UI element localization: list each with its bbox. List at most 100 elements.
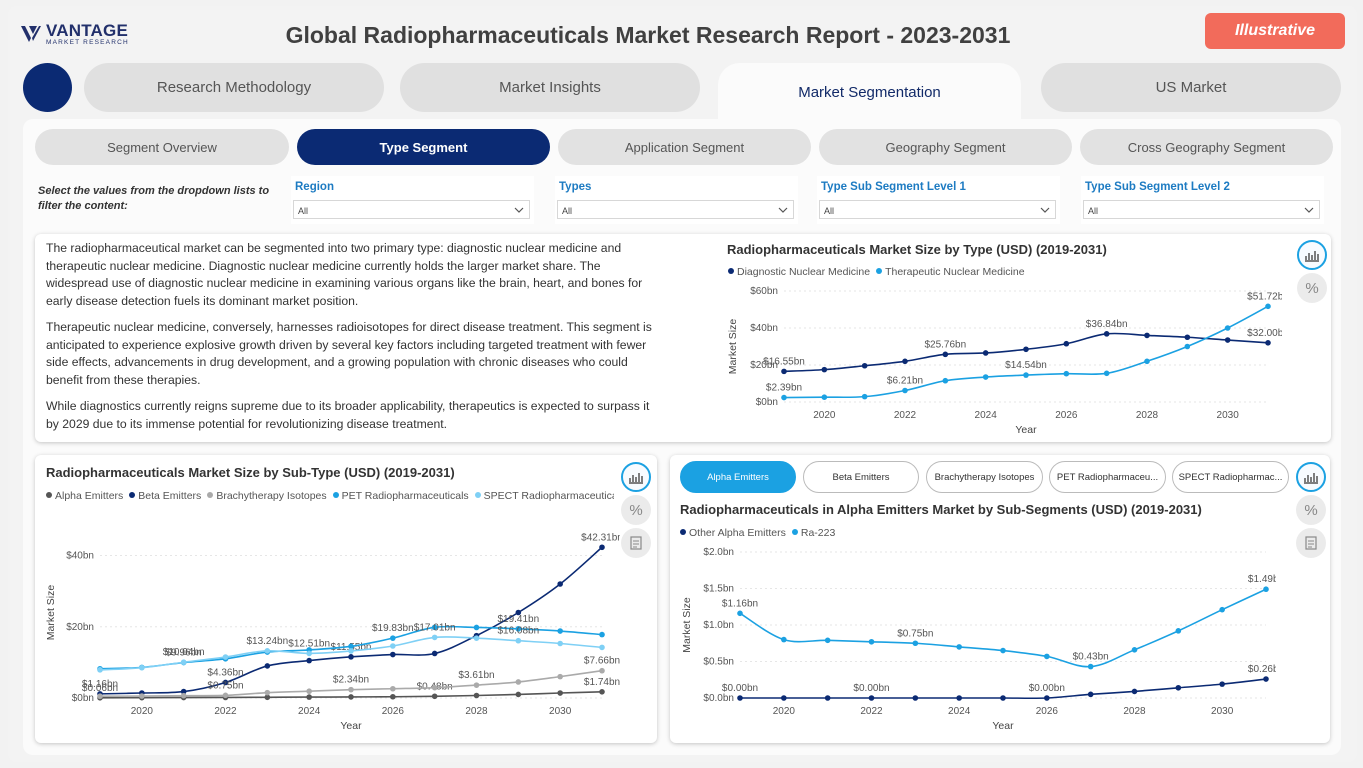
x-tick-label: 2020 — [813, 410, 836, 421]
data-label: $0.43bn — [1073, 652, 1109, 663]
data-point — [264, 648, 271, 654]
data-label: $13.24bn — [246, 636, 288, 647]
tab-research-methodology[interactable]: Research Methodology — [84, 63, 384, 112]
logo-main-text: VANTAGE — [46, 21, 128, 40]
legend-item[interactable]: Other Alpha Emitters — [680, 527, 786, 539]
report-button[interactable] — [1296, 528, 1326, 558]
data-point — [557, 628, 563, 634]
data-label: $16.55bn — [763, 356, 805, 367]
data-point — [515, 626, 522, 632]
legend-item[interactable]: Beta Emitters — [129, 490, 201, 502]
type-sub-segment-level-2-filter: Type Sub Segment Level 2 All — [1081, 176, 1324, 224]
y-tick-label: $0bn — [756, 397, 778, 408]
data-label: $19.83bn — [372, 623, 414, 634]
legend-item[interactable]: Diagnostic Nuclear Medicine — [728, 266, 870, 278]
x-tick-label: 2024 — [948, 706, 971, 717]
data-label: $4.36bn — [207, 667, 243, 678]
data-point — [348, 654, 354, 660]
types-dropdown[interactable]: All — [557, 200, 794, 219]
home-button[interactable] — [23, 63, 72, 112]
data-point — [306, 688, 312, 695]
region-dropdown[interactable]: All — [293, 200, 530, 219]
pill-alpha-emitters[interactable]: Alpha Emitters — [680, 461, 796, 493]
pill-spect-radiopharmaceuticals[interactable]: SPECT Radiopharmac... — [1172, 461, 1289, 493]
x-tick-label: 2020 — [773, 706, 796, 717]
type-sub-segment-level-2-dropdown[interactable]: All — [1083, 200, 1320, 219]
legend-item[interactable]: PET Radiopharmaceuticals — [332, 490, 469, 502]
report-button[interactable] — [621, 528, 651, 558]
types-dropdown-value: All — [562, 206, 573, 216]
data-point — [956, 644, 962, 650]
data-point — [1103, 331, 1110, 337]
data-point — [1219, 606, 1225, 613]
pill-beta-emitters[interactable]: Beta Emitters — [803, 461, 919, 493]
page-title: Global Radiopharmaceuticals Market Resea… — [285, 22, 1011, 48]
pill-pet-radiopharmaceuticals[interactable]: PET Radiopharmaceu... — [1049, 461, 1166, 493]
series-line — [739, 588, 1267, 668]
data-label: $16.08bn — [497, 626, 539, 637]
legend-item[interactable]: Ra-223 — [791, 527, 836, 539]
subtab-cross-geography-segment[interactable]: Cross Geography Segment — [1080, 129, 1333, 165]
y-tick-label: $2.0bn — [703, 547, 734, 558]
legend-label: Ra-223 — [800, 527, 836, 539]
data-point — [982, 350, 989, 356]
data-point — [1087, 691, 1094, 698]
data-point — [557, 673, 563, 680]
subtab-segment-overview[interactable]: Segment Overview — [35, 129, 289, 165]
subtab-application-segment[interactable]: Application Segment — [558, 129, 811, 165]
line-chart-icon — [1305, 251, 1319, 262]
chart-view-button[interactable] — [621, 462, 651, 492]
x-tick-label: 2022 — [214, 706, 237, 717]
alpha-line-chart: $0.0bn $0.5bn $1.0bn $1.5bn $2.0bn 2020 2022 20… — [681, 547, 1276, 732]
y-axis-title: Market Size — [727, 319, 739, 375]
chart-view-button[interactable] — [1297, 240, 1327, 270]
data-point — [180, 692, 187, 699]
percent-button[interactable]: % — [1297, 273, 1327, 303]
data-label: $19.41bn — [497, 614, 539, 625]
type-sub-segment-level-1-dropdown[interactable]: All — [819, 200, 1056, 219]
alpha-chart-title: Radiopharmaceuticals in Alpha Emitters M… — [680, 502, 1202, 517]
percent-button[interactable]: % — [1296, 495, 1326, 525]
data-point — [1044, 695, 1050, 701]
data-point — [390, 651, 396, 658]
y-tick-label: $0bn — [72, 693, 94, 704]
legend-item[interactable]: SPECT Radiopharmaceuticals — [474, 490, 614, 502]
subtab-type-segment[interactable]: Type Segment — [297, 129, 550, 165]
data-point — [1263, 676, 1269, 682]
subtab-geography-segment[interactable]: Geography Segment — [819, 129, 1072, 165]
legend-item[interactable]: Alpha Emitters — [46, 490, 123, 502]
data-point — [431, 684, 438, 691]
data-point — [868, 695, 875, 701]
x-tick-label: 2028 — [1123, 706, 1146, 717]
chart-view-button[interactable] — [1296, 462, 1326, 492]
x-tick-label: 2026 — [1036, 706, 1059, 717]
legend-label: Beta Emitters — [138, 490, 202, 502]
description-paragraph: While diagnostics currently reigns supre… — [46, 399, 650, 431]
data-point — [348, 643, 354, 650]
type-sub-segment-level-2-value: All — [1088, 206, 1099, 216]
data-label: $7.66bn — [584, 656, 620, 667]
pill-brachytherapy-isotopes[interactable]: Brachytherapy Isotopes — [926, 461, 1043, 493]
data-point — [1063, 340, 1070, 347]
data-point — [942, 377, 949, 384]
data-point — [557, 690, 563, 696]
tab-market-segmentation[interactable]: Market Segmentation — [718, 63, 1021, 121]
filter-instructions: Select the values from the dropdown list… — [38, 185, 270, 212]
percent-button[interactable]: % — [621, 495, 651, 525]
data-label: $14.54bn — [1005, 360, 1047, 371]
data-label: $0.00bn — [1029, 683, 1065, 694]
data-point — [781, 368, 787, 375]
data-point — [390, 643, 396, 649]
legend-item[interactable]: Brachytherapy Isotopes — [207, 490, 327, 502]
data-point — [1023, 346, 1029, 353]
data-point — [982, 374, 989, 380]
x-tick-label: 2030 — [1211, 706, 1234, 717]
illustrative-badge[interactable]: Illustrative — [1205, 13, 1345, 49]
types-filter: Types All — [555, 176, 798, 224]
tab-us-market[interactable]: US Market — [1041, 63, 1341, 112]
tab-market-insights[interactable]: Market Insights — [400, 63, 700, 112]
data-point — [222, 679, 229, 686]
data-point — [348, 686, 354, 693]
legend-item[interactable]: Therapeutic Nuclear Medicine — [876, 266, 1025, 278]
data-label: $32.00bn — [1247, 328, 1282, 339]
